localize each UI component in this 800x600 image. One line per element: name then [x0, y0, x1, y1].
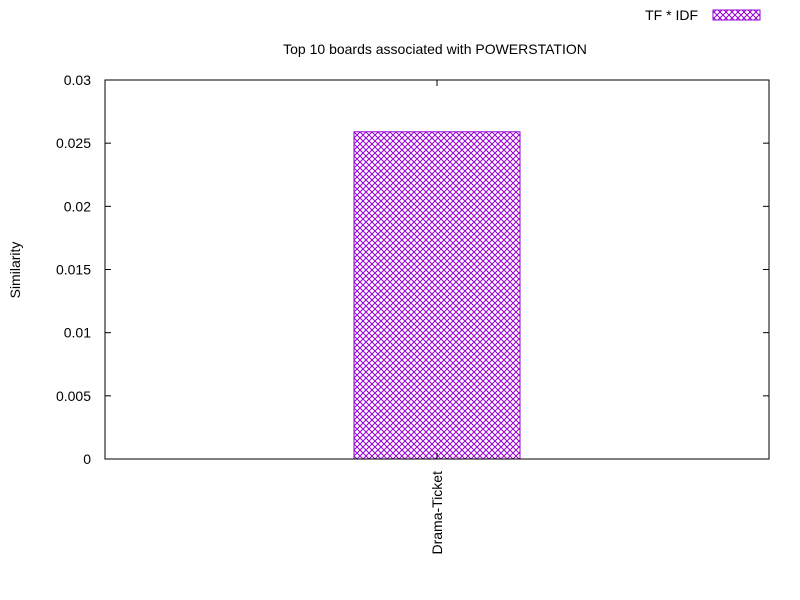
- legend-swatch: [712, 9, 761, 21]
- y-tick-label: 0.015: [56, 262, 91, 278]
- y-axis-label: Similarity: [7, 242, 23, 299]
- plot-frame: [104, 79, 770, 460]
- legend-label: TF * IDF: [645, 7, 698, 23]
- y-tick-label: 0.03: [64, 72, 91, 88]
- bar-drama-ticket: [353, 131, 521, 460]
- chart-title: Top 10 boards associated with POWERSTATI…: [283, 41, 587, 57]
- legend: TF * IDF: [645, 7, 761, 23]
- y-tick-label: 0.01: [64, 325, 91, 341]
- x-tick-label: Drama-Ticket: [429, 471, 445, 555]
- y-tick-label: 0.02: [64, 198, 91, 214]
- y-tick-label: 0: [83, 451, 91, 467]
- y-tick-label: 0.025: [56, 135, 91, 151]
- plot-area: Drama-Ticket 0 0.005 0.01 0.015 0.02 0.025 0.03: [56, 72, 770, 555]
- y-tick-label: 0.005: [56, 388, 91, 404]
